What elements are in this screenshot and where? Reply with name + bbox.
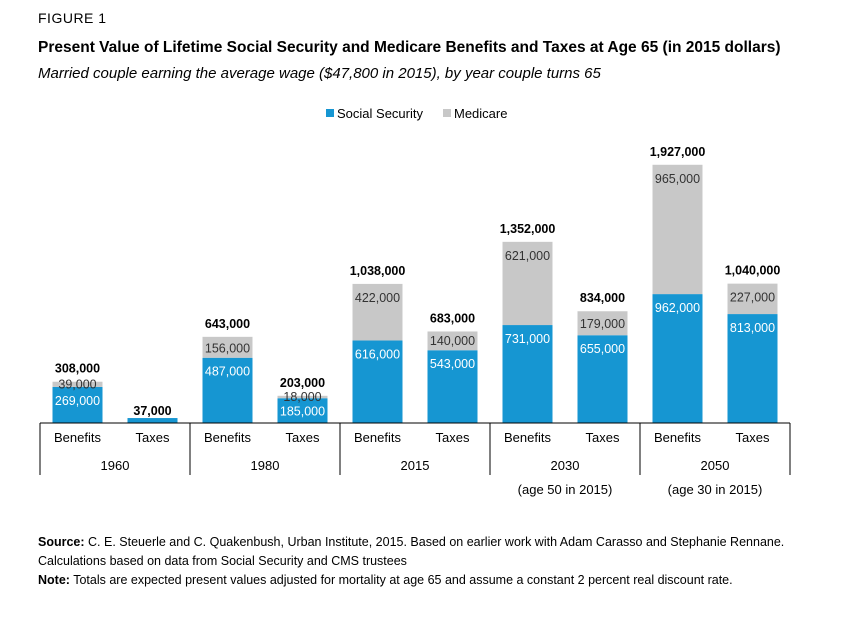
category-label: Benefits — [654, 430, 701, 445]
total-label: 308,000 — [55, 362, 100, 376]
data-label-social-security: 813,000 — [730, 321, 775, 335]
bar-social-security — [427, 350, 478, 423]
data-label-social-security: 616,000 — [355, 347, 400, 361]
bar-medicare — [277, 395, 328, 399]
bar-medicare — [652, 164, 703, 295]
group-label: 2050 — [701, 458, 730, 473]
source-label: Source: — [38, 535, 85, 549]
note-text: Totals are expected present values adjus… — [69, 573, 733, 587]
chart-title: Present Value of Lifetime Social Securit… — [38, 39, 781, 56]
group-sublabel: (age 50 in 2015) — [518, 482, 613, 497]
bar-medicare — [577, 311, 628, 336]
bar-medicare — [727, 283, 778, 315]
data-label-medicare: 227,000 — [730, 291, 775, 305]
group-label: 2015 — [401, 458, 430, 473]
category-label: Taxes — [736, 430, 770, 445]
data-label-medicare: 39,000 — [58, 377, 96, 391]
total-label: 683,000 — [430, 311, 475, 325]
bar-social-security — [202, 357, 253, 423]
bar-social-security — [52, 386, 103, 423]
category-label: Taxes — [286, 430, 320, 445]
data-label-social-security: 185,000 — [280, 405, 325, 419]
bar-medicare — [352, 283, 403, 341]
legend-label-social-security: Social Security — [337, 106, 423, 121]
stacked-bar-chart: Social Security Medicare 269,000 39,000308,… — [39, 106, 791, 497]
total-label: 203,000 — [280, 376, 325, 390]
group-label: 1960 — [101, 458, 130, 473]
bar-medicare — [427, 331, 478, 351]
category-label: Taxes — [136, 430, 170, 445]
bar-social-security — [577, 335, 628, 423]
bar-medicare — [502, 241, 553, 326]
total-label: 37,000 — [133, 404, 171, 418]
legend-label-medicare: Medicare — [454, 106, 507, 121]
bar-social-security — [502, 325, 553, 423]
total-label: 1,352,000 — [500, 222, 556, 236]
data-label-medicare: 965,000 — [655, 172, 700, 186]
source-text: C. E. Steuerle and C. Quakenbush, Urban … — [38, 535, 785, 568]
footnote: Note: Totals are expected present values… — [38, 571, 828, 590]
category-label: Taxes — [586, 430, 620, 445]
bar-social-security — [727, 314, 778, 423]
category-label: Benefits — [54, 430, 101, 445]
legend-swatch-social-security — [326, 109, 334, 117]
total-label: 1,927,000 — [650, 145, 706, 159]
note-label: Note: — [38, 573, 70, 587]
legend-swatch-medicare — [443, 109, 451, 117]
data-label-social-security: 269,000 — [55, 394, 100, 408]
bar-social-security — [277, 398, 328, 423]
chart-subtitle: Married couple earning the average wage … — [38, 65, 601, 82]
total-label: 643,000 — [205, 317, 250, 331]
bar-social-security — [352, 340, 403, 423]
total-label: 1,038,000 — [350, 264, 406, 278]
category-label: Taxes — [436, 430, 470, 445]
category-label: Benefits — [354, 430, 401, 445]
data-label-medicare: 156,000 — [205, 341, 250, 355]
data-label-medicare: 179,000 — [580, 317, 625, 331]
bar-medicare — [202, 336, 253, 358]
group-sublabel: (age 30 in 2015) — [668, 482, 763, 497]
category-label: Benefits — [504, 430, 551, 445]
data-label-medicare: 422,000 — [355, 291, 400, 305]
group-label: 1980 — [251, 458, 280, 473]
data-label-social-security: 487,000 — [205, 365, 250, 379]
data-label-medicare: 621,000 — [505, 249, 550, 263]
bar-social-security — [652, 294, 703, 423]
data-label-social-security: 543,000 — [430, 357, 475, 371]
figure-label: FIGURE 1 — [38, 10, 107, 26]
bar-social-security — [127, 418, 178, 423]
data-label-medicare: 18,000 — [283, 390, 321, 404]
data-label-social-security: 731,000 — [505, 332, 550, 346]
total-label: 1,040,000 — [725, 264, 781, 278]
category-label: Benefits — [204, 430, 251, 445]
group-label: 2030 — [551, 458, 580, 473]
data-label-medicare: 140,000 — [430, 334, 475, 348]
bar-medicare — [52, 381, 103, 387]
data-label-social-security: 962,000 — [655, 301, 700, 315]
data-label-social-security: 655,000 — [580, 342, 625, 356]
source-note: Source: C. E. Steuerle and C. Quakenbush… — [38, 533, 808, 571]
total-label: 834,000 — [580, 291, 625, 305]
